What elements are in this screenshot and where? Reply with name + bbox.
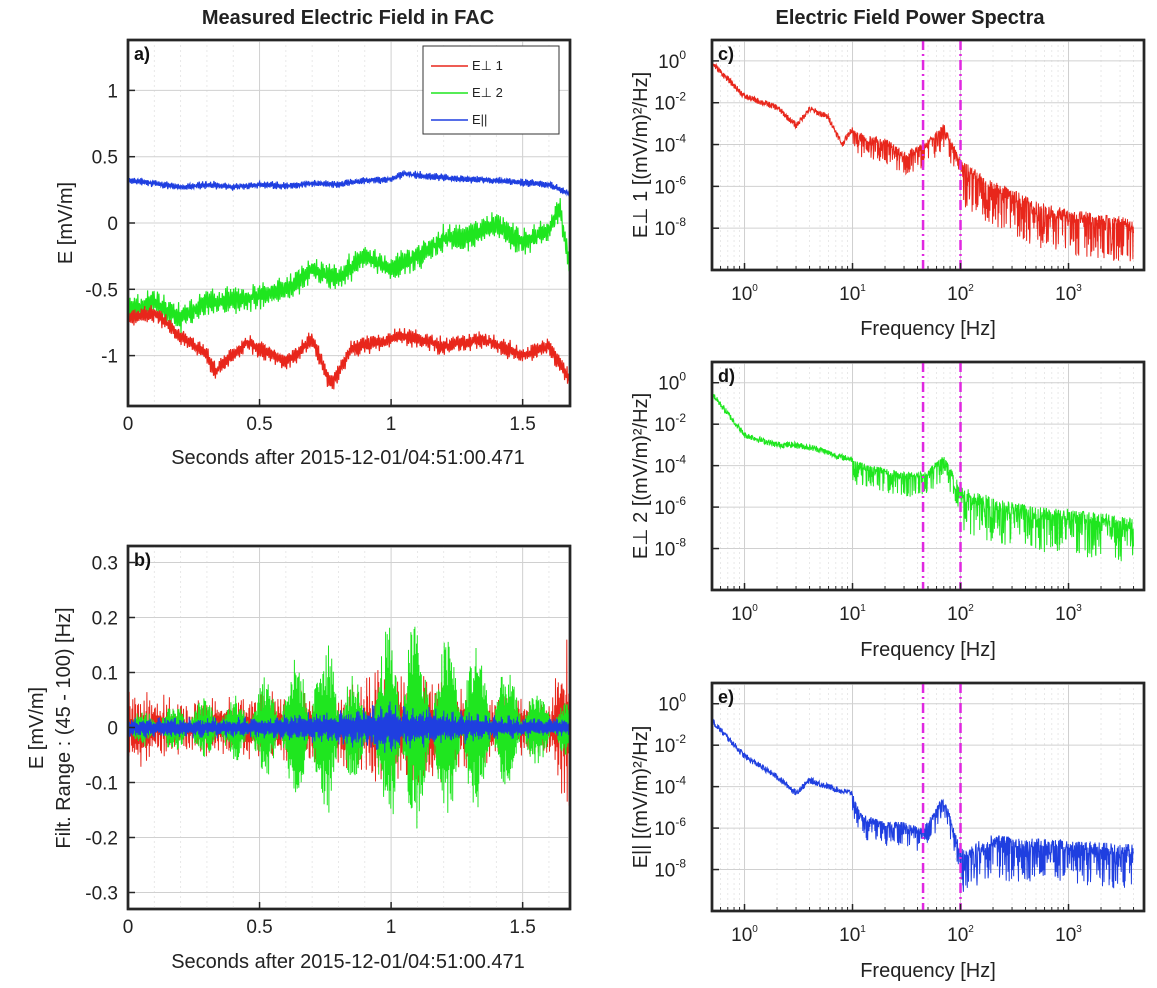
panel-b-ylabel-filter: Filt. Range : (45 - 100) [Hz] xyxy=(53,607,75,848)
left-column-title: Measured Electric Field in FAC xyxy=(202,7,494,29)
legend-label-e-par: E|| xyxy=(472,112,487,127)
y-tick-label: 0.5 xyxy=(92,148,118,169)
y-tick-label: 0.2 xyxy=(92,609,118,630)
y-tick-label: 10-4 xyxy=(654,774,686,799)
y-tick-label: -0.5 xyxy=(85,280,118,301)
panel-e-axes xyxy=(710,681,1146,913)
panel-d-grid xyxy=(712,362,1144,590)
y-tick-label: 10-4 xyxy=(654,453,686,478)
y-tick-label: 1 xyxy=(107,81,118,102)
panel-d-ylabel: E⊥ 2 [(mV/m)²/Hz] xyxy=(630,393,652,559)
panel-a-ticks: 0 0.5 1 1.5 -1 -0.5 0 0.5 1 xyxy=(85,81,536,435)
panel-a-ylabel: E [mV/m] xyxy=(55,182,77,264)
y-tick-label: 10-2 xyxy=(654,411,686,436)
legend-label-e-perp-2: E⊥ 2 xyxy=(472,85,503,100)
x-tick-label: 103 xyxy=(1055,924,1082,946)
legend: E⊥ 1 E⊥ 2 E|| xyxy=(422,45,560,135)
x-tick-label: 100 xyxy=(731,603,758,625)
x-tick-label: 1.5 xyxy=(509,414,535,435)
y-tick-label: -0.1 xyxy=(85,774,118,795)
y-tick-label: 10-6 xyxy=(654,494,686,519)
x-tick-label: 100 xyxy=(731,283,758,305)
panel-b-ylabel: E [mV/m] xyxy=(26,687,48,769)
panel-d-series xyxy=(711,362,1134,590)
x-tick-label: 100 xyxy=(731,924,758,946)
panel-a-series xyxy=(127,170,571,390)
panel-a: 0 0.5 1 1.5 -1 -0.5 0 0.5 1 a) E⊥ 1 E⊥ 2 E|| Sec… xyxy=(55,38,572,469)
x-tick-label: 0 xyxy=(123,917,134,938)
series-line-e-1 xyxy=(127,305,571,390)
y-tick-label: 0.1 xyxy=(92,664,118,685)
panel-b: 0 0.5 1 1.5 -0.3 -0.2 -0.1 0 0.1 0.2 0.3 b) Second… xyxy=(26,544,572,973)
x-tick-label: 102 xyxy=(947,603,974,625)
x-tick-label: 1.5 xyxy=(509,917,535,938)
y-tick-label: 10-4 xyxy=(654,132,686,157)
x-tick-label: 1 xyxy=(386,414,397,435)
y-tick-label: 0 xyxy=(107,214,118,235)
panel-b-series xyxy=(127,626,571,829)
panel-d-xlabel: Frequency [Hz] xyxy=(860,639,996,661)
x-tick-label: 103 xyxy=(1055,283,1082,305)
x-tick-label: 1 xyxy=(386,917,397,938)
panel-b-label: b) xyxy=(134,550,151,570)
panel-d-label: d) xyxy=(718,366,735,386)
y-tick-label: 0.3 xyxy=(92,554,118,575)
x-tick-label: 0 xyxy=(123,414,134,435)
y-tick-label: -1 xyxy=(101,347,118,368)
y-tick-label: -0.2 xyxy=(85,829,118,850)
x-tick-label: 0.5 xyxy=(246,917,272,938)
y-tick-label: 10-8 xyxy=(654,536,686,561)
series-line-e-2 xyxy=(127,198,571,334)
panel-d-ticks: 100 101 102 103 100 10-2 10-4 10-6 10-8 xyxy=(654,370,1135,625)
x-tick-label: 0.5 xyxy=(246,414,272,435)
x-tick-label: 103 xyxy=(1055,603,1082,625)
y-tick-label: 10-2 xyxy=(654,90,686,115)
panel-c: 100 101 102 103 100 10-2 10-4 10-6 10-8 c) Frequ… xyxy=(630,38,1146,340)
panel-d: 100 101 102 103 100 10-2 10-4 10-6 10-8 d) Frequ… xyxy=(630,360,1146,661)
y-tick-label: 10-6 xyxy=(654,815,686,840)
y-tick-label: 100 xyxy=(658,48,686,73)
panel-b-ticks: 0 0.5 1 1.5 -0.3 -0.2 -0.1 0 0.1 0.2 0.3 xyxy=(85,554,536,939)
y-tick-label: 10-8 xyxy=(654,857,686,882)
panel-e-series xyxy=(711,683,1134,911)
x-tick-label: 101 xyxy=(839,924,866,946)
x-tick-label: 102 xyxy=(947,283,974,305)
panel-a-label: a) xyxy=(134,44,150,64)
panel-c-ylabel: E⊥ 1 [(mV/m)²/Hz] xyxy=(630,72,652,238)
y-tick-label: 10-8 xyxy=(654,215,686,240)
panel-e-xlabel: Frequency [Hz] xyxy=(860,960,996,982)
y-tick-label: 10-2 xyxy=(654,732,686,757)
y-tick-label: 100 xyxy=(658,370,686,395)
x-tick-label: 101 xyxy=(839,603,866,625)
panel-e: 100 101 102 103 100 10-2 10-4 10-6 10-8 e) Frequ… xyxy=(630,681,1146,982)
panel-c-xlabel: Frequency [Hz] xyxy=(860,318,996,340)
panel-c-label: c) xyxy=(718,44,734,64)
panel-e-ylabel: E|| [(mV/m)²/Hz] xyxy=(630,726,652,869)
panel-c-series xyxy=(711,40,1134,270)
y-tick-label: 100 xyxy=(658,691,686,716)
legend-label-e-perp-1: E⊥ 1 xyxy=(472,58,503,73)
panel-a-xlabel: Seconds after 2015-12-01/04:51:00.471 xyxy=(171,447,525,469)
x-tick-label: 101 xyxy=(839,283,866,305)
x-tick-label: 102 xyxy=(947,924,974,946)
y-tick-label: 0 xyxy=(107,719,118,740)
panel-e-label: e) xyxy=(718,687,734,707)
y-tick-label: -0.3 xyxy=(85,884,118,905)
series-line-e- xyxy=(127,701,571,753)
y-tick-label: 10-6 xyxy=(654,173,686,198)
panel-c-ticks: 100 101 102 103 100 10-2 10-4 10-6 10-8 xyxy=(654,48,1135,305)
series-line-e- xyxy=(127,170,571,197)
right-column-title: Electric Field Power Spectra xyxy=(776,7,1046,29)
panel-b-xlabel: Seconds after 2015-12-01/04:51:00.471 xyxy=(171,951,525,973)
